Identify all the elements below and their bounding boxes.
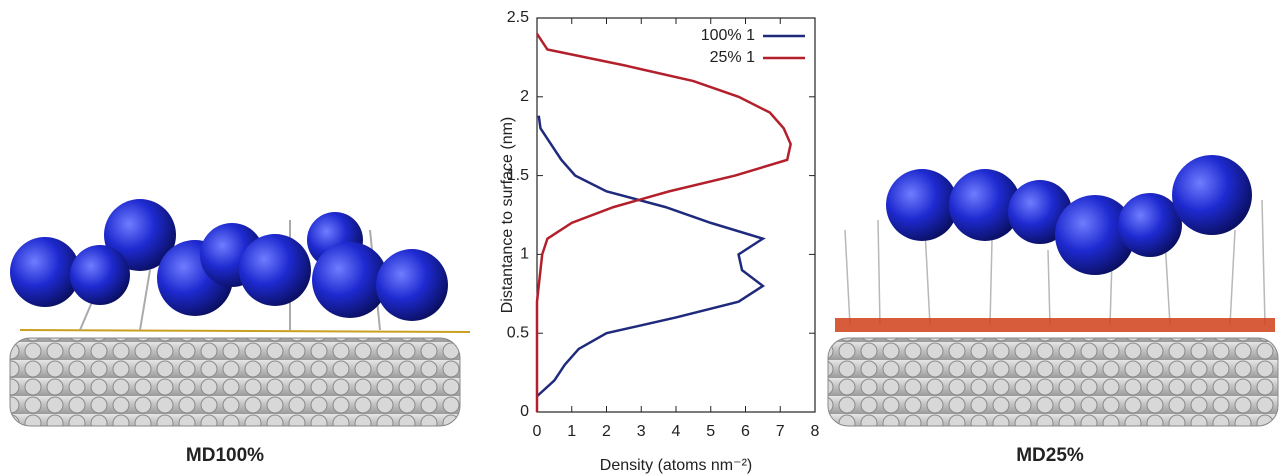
y-tick-label: 0.5 [507,324,529,341]
md25-image [827,155,1279,427]
legend-label: 100% 1 [701,27,755,44]
y-tick-label: 2 [520,88,529,105]
x-tick-label: 0 [533,423,542,440]
panel-caption: MD25% [1016,445,1084,466]
x-tick-label: 7 [776,423,785,440]
x-tick-label: 5 [706,423,715,440]
md100-image [9,199,471,427]
x-tick-label: 4 [672,423,681,440]
y-axis-label: Distantance to surface (nm) [499,117,516,314]
y-tick-label: 1.5 [507,167,529,184]
x-tick-label: 3 [637,423,646,440]
x-tick-label: 1 [567,423,576,440]
x-axis-label: Density (atoms nm⁻²) [600,457,752,474]
y-tick-label: 0 [520,403,529,420]
y-tick-label: 1 [520,246,529,263]
legend-label: 25% 1 [710,49,755,66]
series-line [535,33,792,412]
series-line [536,115,766,398]
y-tick-label: 2.5 [507,9,529,26]
x-tick-label: 2 [602,423,611,440]
x-tick-label: 8 [811,423,820,440]
panel-caption: MD100% [186,445,264,466]
x-tick-label: 6 [741,423,750,440]
